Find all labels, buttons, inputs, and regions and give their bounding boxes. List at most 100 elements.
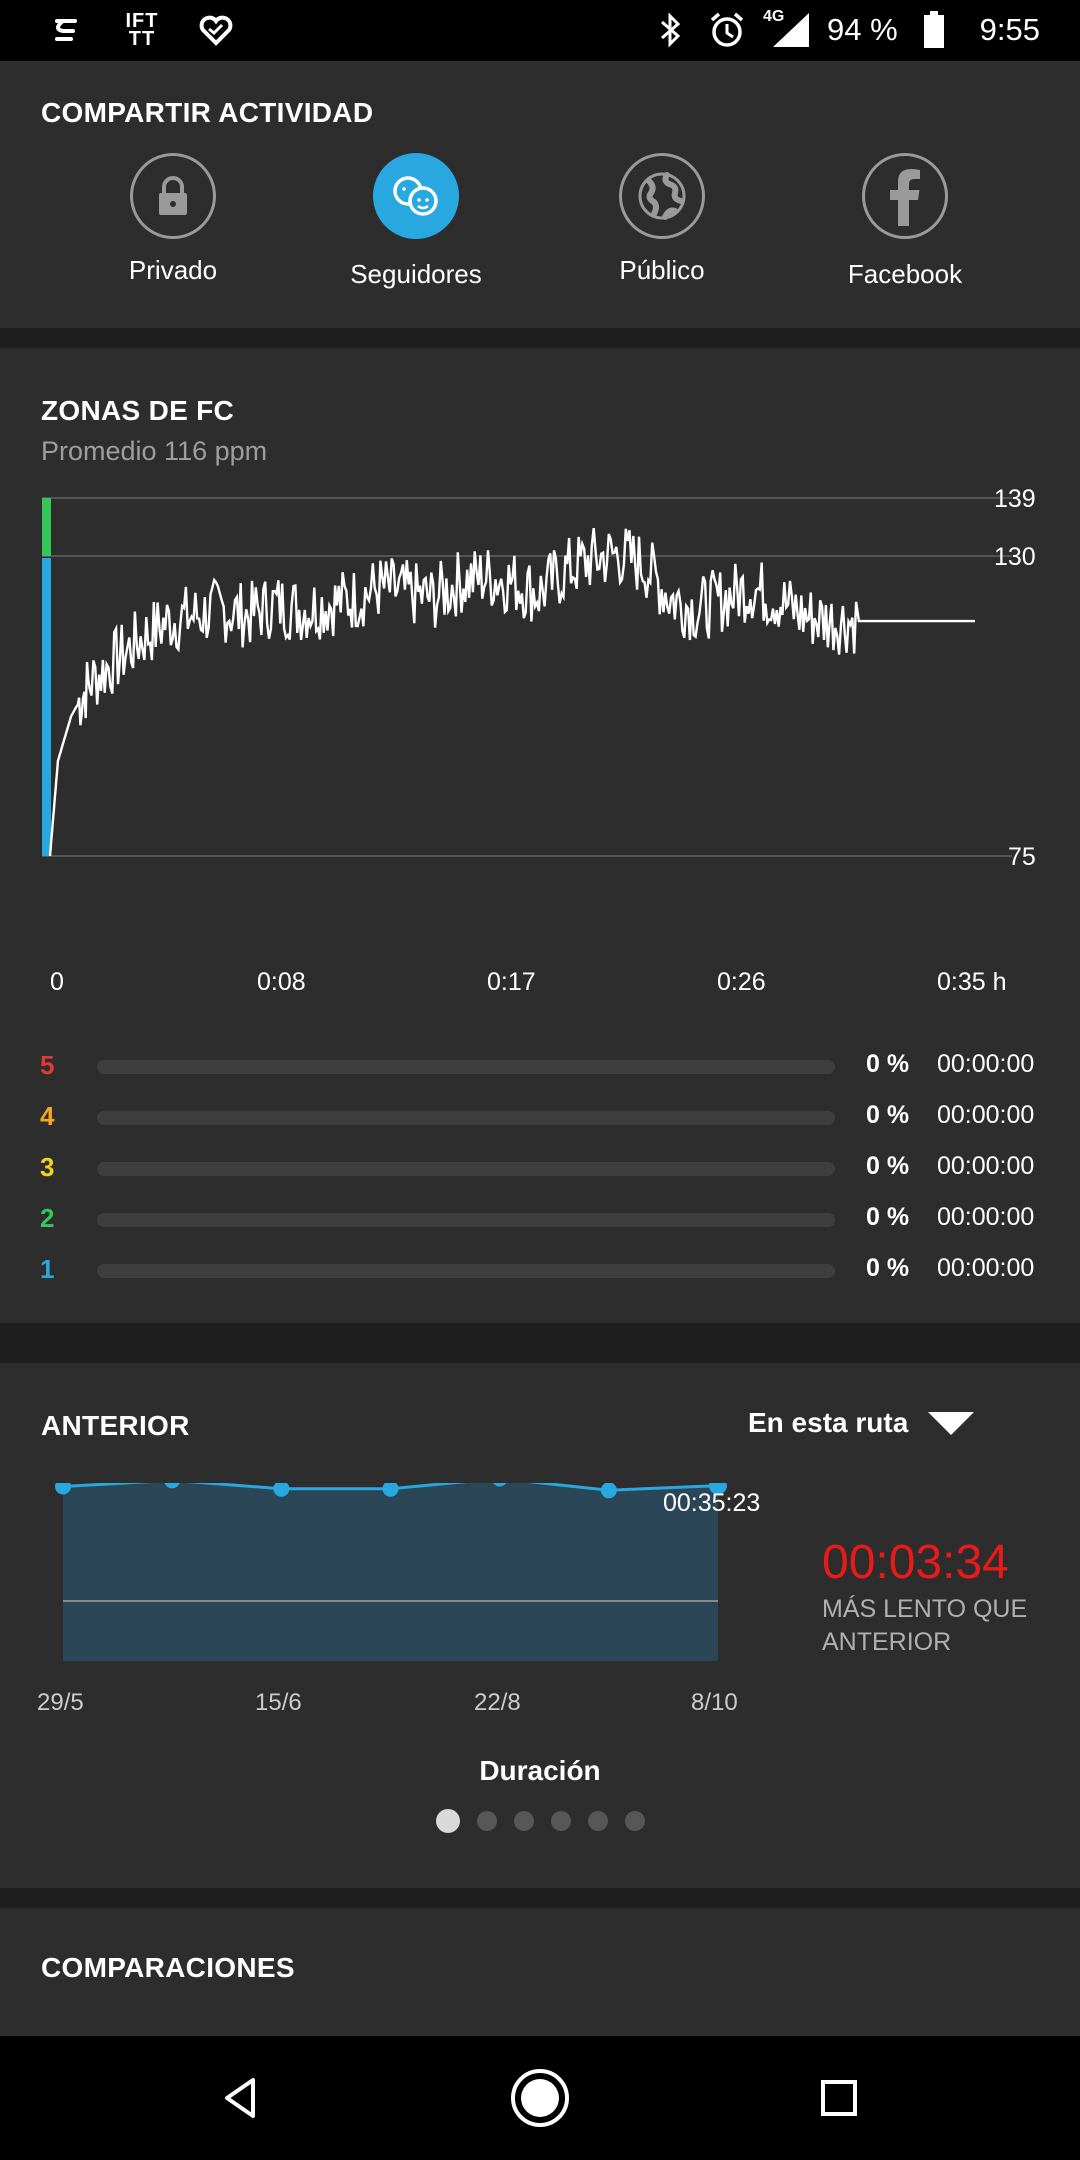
share-option-label: Público [619,255,705,285]
facebook-icon [862,153,948,239]
zone-progress-track [97,1111,835,1125]
ifttt-icon: IFT TT [122,10,162,50]
share-option-followers[interactable]: Seguidores [316,153,516,290]
zone-band-1 [42,558,51,856]
network-type: 4G [762,8,785,25]
x-tick-label: 0 [50,968,64,996]
share-option-public[interactable]: Público [562,153,762,286]
metric-label: Duración [479,1755,601,1786]
globe-icon [619,153,705,239]
zone-time: 00:00:00 [937,1203,1035,1231]
last-value-label: 00:35:23 [663,1489,760,1517]
zone-row-5: 5 0 % 00:00:00 [0,1042,1080,1086]
previous-card: ANTERIOR En esta ruta 00:35:23 29/5 15/6… [0,1363,1080,1888]
battery-icon [914,10,954,50]
duration-point[interactable] [164,1483,180,1489]
previous-x-axis: 29/5 15/6 22/8 8/10 [0,1689,800,1723]
comparisons-card[interactable]: COMPARACIONES [0,1908,1080,2036]
zone-band-2 [42,498,51,556]
share-option-facebook[interactable]: Facebook [805,153,1005,290]
y-tick-label: 139 [994,488,1036,513]
share-option-label: Seguidores [350,259,482,289]
x-tick-label: 29/5 [37,1689,84,1716]
share-option-label: Privado [128,255,218,285]
zone-percent: 0 % [866,1254,910,1282]
zone-percent: 0 % [866,1203,910,1231]
zone-time: 00:00:00 [937,1050,1035,1078]
navigation-bar [0,2036,1080,2160]
duration-point[interactable] [492,1483,508,1487]
x-tick-label: 15/6 [255,1689,302,1716]
route-filter-dropdown[interactable]: En esta ruta [748,1407,975,1439]
duration-point[interactable] [273,1483,290,1497]
zone-progress-track [97,1264,835,1278]
zone-progress-track [97,1162,835,1176]
zone-progress-track [97,1213,835,1227]
previous-duration-chart: 00:35:23 [55,1483,760,1661]
difference-description: MÁS LENTO QUE ANTERIOR [822,1595,1028,1656]
duration-point[interactable] [55,1483,71,1495]
status-bar: IFT TT 4G 94 % 9:55 [0,0,1080,61]
share-title: COMPARTIR ACTIVIDAD [41,97,374,128]
duration-point[interactable] [709,1483,727,1495]
back-icon[interactable] [208,2066,272,2130]
page-dot[interactable] [476,1811,497,1831]
duration-point[interactable] [382,1483,399,1497]
hr-series-line [48,527,975,857]
zone-time: 00:00:00 [937,1152,1035,1180]
page-dot[interactable] [624,1811,645,1831]
clock: 9:55 [979,12,1040,47]
fitness-icon [48,10,88,50]
dropdown-triangle-icon [928,1411,975,1435]
zone-percent: 0 % [866,1101,910,1129]
hr-zones-title: ZONAS DE FC [41,395,235,426]
comparisons-title: COMPARACIONES [41,1952,295,1983]
x-tick-label: 0:26 [717,968,766,996]
zone-percent: 0 % [866,1050,910,1078]
previous-title: ANTERIOR [41,1410,190,1441]
y-tick-label: 75 [1008,843,1036,868]
page-dot[interactable] [550,1811,571,1831]
recents-icon[interactable] [807,2066,871,2130]
x-tick-label: 0:17 [487,968,536,996]
page-indicator [0,1809,1080,1833]
heart-check-icon [196,10,236,50]
zone-row-3: 3 0 % 00:00:00 [0,1144,1080,1188]
zone-row-1: 1 0 % 00:00:00 [0,1246,1080,1290]
route-filter-label: En esta ruta [748,1407,909,1438]
duration-point[interactable] [600,1483,617,1499]
hr-x-axis: 0 0:08 0:17 0:26 0:35 h [0,968,1080,1002]
zone-progress-track [97,1060,835,1074]
share-option-label: Facebook [847,259,963,289]
home-icon[interactable] [508,2066,572,2130]
x-tick-label: 0:08 [257,968,306,996]
zone-number: 1 [40,1254,55,1284]
zone-row-4: 4 0 % 00:00:00 [0,1093,1080,1137]
signal-icon: 4G [762,8,811,50]
hr-average: Promedio 116 ppm [41,436,268,466]
share-option-private[interactable]: Privado [73,153,273,286]
zone-number: 5 [40,1050,55,1080]
ifttt-text: IFT TT [125,10,159,50]
zone-time: 00:00:00 [937,1254,1035,1282]
page-dot[interactable] [513,1811,534,1831]
zone-number: 2 [40,1203,55,1233]
alarm-icon [707,10,747,50]
page-dot[interactable] [435,1809,460,1833]
y-tick-label: 130 [994,543,1036,571]
bluetooth-icon [651,10,691,50]
battery-percent: 94 % [826,12,898,47]
hr-zones-card: ZONAS DE FC Promedio 116 ppm 139 130 75 … [0,348,1080,1323]
x-tick-label: 0:35 h [937,968,1007,996]
page-dot[interactable] [587,1811,608,1831]
x-tick-label: 8/10 [691,1689,738,1716]
zone-row-2: 2 0 % 00:00:00 [0,1195,1080,1239]
share-activity-card: COMPARTIR ACTIVIDAD Privado Seguidores P… [0,61,1080,328]
duration-area [63,1483,718,1661]
zone-time: 00:00:00 [937,1101,1035,1129]
followers-icon [373,153,459,239]
zone-percent: 0 % [866,1152,910,1180]
x-tick-label: 22/8 [474,1689,521,1716]
zone-number: 3 [40,1152,55,1182]
hr-chart: 139 130 75 [42,488,1036,868]
